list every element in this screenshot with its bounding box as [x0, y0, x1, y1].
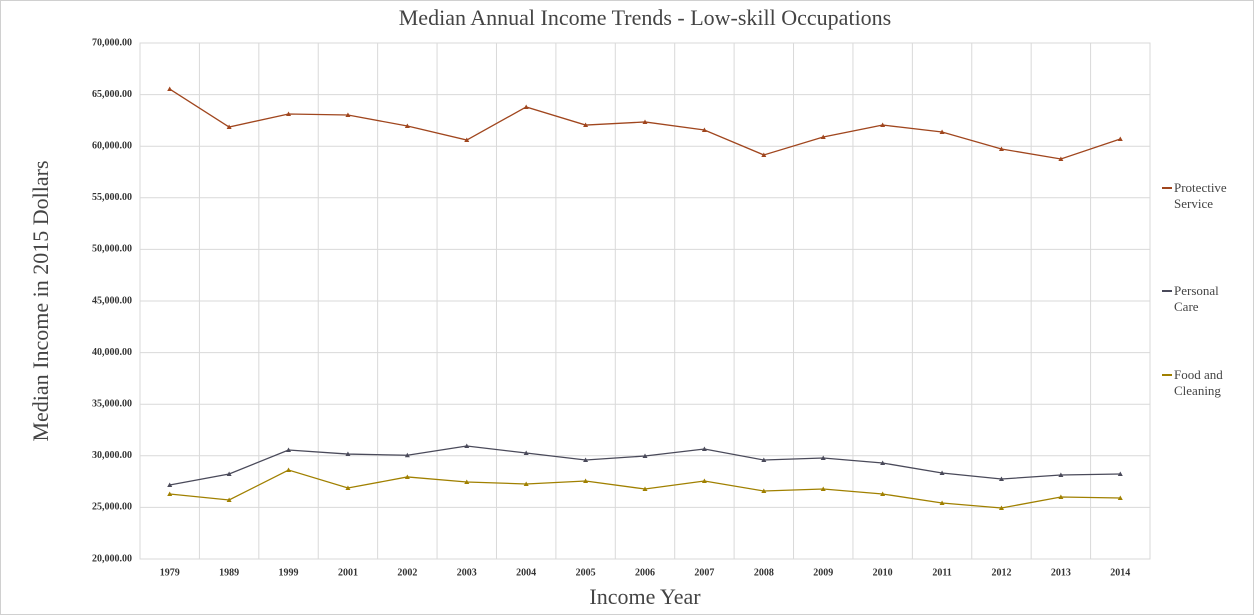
- plot-border: [139, 42, 1151, 560]
- x-tick-label: 1999: [279, 567, 299, 578]
- y-tick-label: 35,000.00: [92, 398, 132, 409]
- series-line: [169, 88, 1121, 160]
- y-tick-label: 25,000.00: [92, 502, 132, 513]
- x-tick-label: 2004: [516, 567, 536, 578]
- point-marker: [820, 455, 826, 460]
- point-marker: [880, 122, 886, 128]
- point-marker: [701, 127, 707, 132]
- legend-label: Personal Care: [1174, 283, 1219, 314]
- y-tick-label: 50,000.00: [92, 244, 132, 255]
- point-marker: [880, 491, 886, 496]
- y-tick-label: 30,000.00: [92, 450, 132, 461]
- point-marker: [820, 486, 826, 492]
- point-marker: [642, 486, 648, 492]
- y-tick-label: 20,000.00: [92, 553, 132, 564]
- y-tick-label: 55,000.00: [92, 192, 132, 203]
- x-tick-label: 1989: [219, 567, 239, 578]
- point-marker: [583, 478, 589, 483]
- legend-swatch: [1162, 374, 1172, 376]
- point-marker: [464, 479, 470, 485]
- point-marker: [286, 447, 292, 453]
- legend-item: Protective Service: [1162, 180, 1242, 212]
- y-tick-label: 60,000.00: [92, 140, 132, 151]
- x-tick-label: 2005: [576, 567, 596, 578]
- x-tick-label: 2002: [397, 567, 417, 578]
- point-marker: [998, 146, 1004, 151]
- point-marker: [998, 476, 1004, 482]
- y-tick-label: 40,000.00: [92, 347, 132, 358]
- point-marker: [523, 104, 529, 109]
- x-tick-label: 2008: [754, 567, 774, 578]
- point-marker: [761, 488, 767, 493]
- point-marker: [286, 111, 292, 117]
- point-marker: [404, 452, 410, 458]
- x-tick-label: 2009: [813, 567, 833, 578]
- point-marker: [1058, 494, 1064, 499]
- point-marker: [939, 470, 945, 476]
- point-marker: [167, 482, 173, 488]
- legend-swatch: [1162, 187, 1172, 189]
- y-tick-label: 70,000.00: [92, 37, 132, 48]
- point-marker: [226, 124, 232, 130]
- legend-item: Personal Care: [1162, 283, 1242, 315]
- x-tick-label: 2010: [873, 567, 893, 578]
- point-marker: [583, 122, 589, 128]
- point-marker: [345, 485, 351, 490]
- point-marker: [523, 450, 529, 456]
- point-marker: [404, 123, 410, 128]
- x-tick-label: 2007: [694, 567, 714, 578]
- point-marker: [523, 481, 529, 486]
- x-tick-label: 2013: [1051, 567, 1071, 578]
- legend-item: Food and Cleaning: [1162, 367, 1242, 399]
- point-marker: [286, 467, 292, 473]
- point-marker: [226, 471, 232, 476]
- legend-label: Protective Service: [1174, 180, 1227, 211]
- x-tick-label: 2006: [635, 567, 655, 578]
- point-marker: [642, 453, 648, 459]
- point-marker: [820, 134, 826, 140]
- x-axis-label: Income Year: [589, 584, 701, 609]
- series-line: [169, 445, 1121, 486]
- point-marker: [701, 478, 707, 483]
- point-marker: [761, 457, 767, 463]
- x-tick-label: 2011: [932, 567, 951, 578]
- point-marker: [761, 152, 767, 157]
- point-marker: [998, 505, 1004, 511]
- point-marker: [345, 451, 351, 457]
- point-marker: [167, 86, 173, 92]
- point-marker: [1058, 156, 1064, 161]
- point-marker: [939, 129, 945, 134]
- point-marker: [701, 446, 707, 451]
- y-axis-label: Median Income in 2015 Dollars: [28, 160, 53, 441]
- point-marker: [1117, 136, 1123, 141]
- point-marker: [1058, 472, 1064, 477]
- legend-label: Food and Cleaning: [1174, 367, 1223, 398]
- point-marker: [226, 497, 232, 502]
- chart-title: Median Annual Income Trends - Low-skill …: [399, 5, 892, 30]
- x-tick-label: 2003: [457, 567, 477, 578]
- point-marker: [345, 112, 351, 118]
- point-marker: [167, 491, 173, 496]
- point-marker: [1117, 471, 1123, 476]
- point-marker: [939, 500, 945, 505]
- x-tick-label: 1979: [160, 567, 180, 578]
- point-marker: [404, 474, 410, 479]
- y-tick-label: 65,000.00: [92, 89, 132, 100]
- point-marker: [464, 137, 470, 143]
- x-tick-label: 2014: [1110, 567, 1130, 578]
- point-marker: [464, 443, 470, 448]
- point-marker: [1117, 495, 1123, 501]
- point-marker: [880, 460, 886, 466]
- x-tick-label: 2012: [991, 567, 1011, 578]
- y-tick-label: 45,000.00: [92, 295, 132, 306]
- point-marker: [583, 457, 589, 463]
- x-tick-label: 2001: [338, 567, 358, 578]
- point-marker: [642, 119, 648, 124]
- legend-swatch: [1162, 290, 1172, 292]
